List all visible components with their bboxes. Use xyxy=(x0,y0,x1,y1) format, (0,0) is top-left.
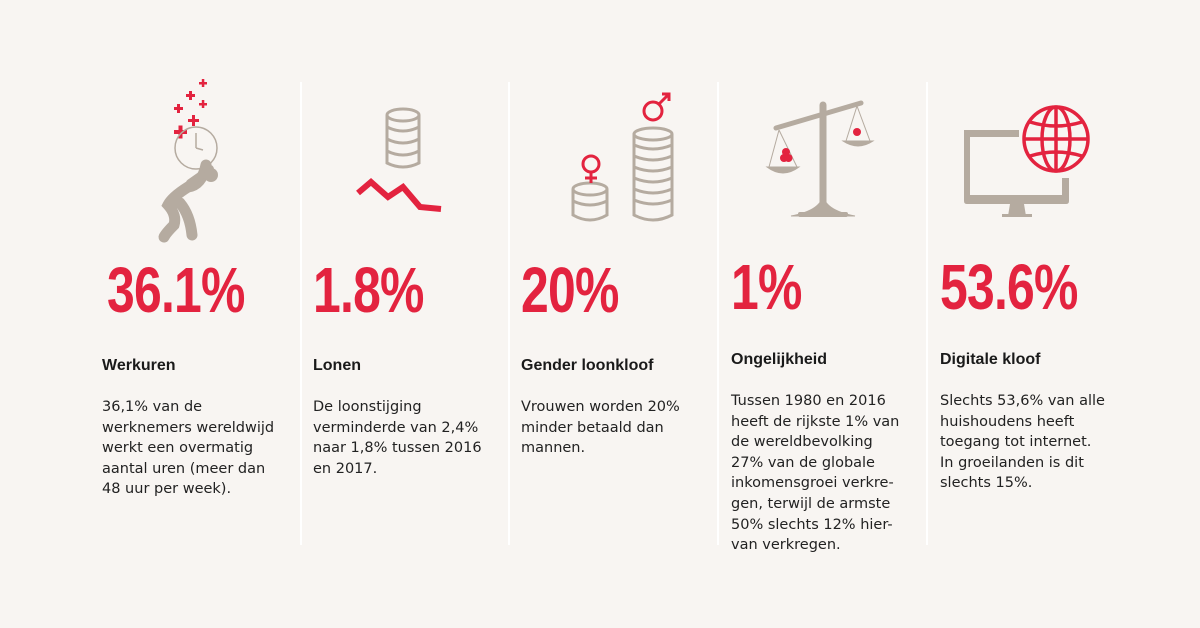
monitor-globe-icon xyxy=(964,105,1090,217)
stat-value: 1% xyxy=(731,251,802,323)
column-divider xyxy=(717,82,719,545)
text-line: Slechts 53,6% van alle xyxy=(940,393,1105,409)
stat-title: Werkuren xyxy=(102,357,176,374)
text-line: toegang tot internet. xyxy=(940,434,1092,451)
text-line: werknemers wereldwijd xyxy=(102,419,275,436)
column-divider xyxy=(508,82,510,545)
person-carrying-clock-icon xyxy=(158,79,218,243)
coins-declining-line-icon xyxy=(356,107,442,212)
stat-description: Vrouwen worden 20% minder betaald dan ma… xyxy=(521,397,680,459)
text-line: 27% van de globale xyxy=(731,454,875,471)
text-line: inkomensgroei verkre- xyxy=(731,475,894,492)
stat-value: 36.1% xyxy=(107,254,245,326)
text-line: verminderde van 2,4% xyxy=(313,419,479,436)
text-line: werkt een overmatig xyxy=(102,440,254,457)
text-line: De loonstijging xyxy=(313,399,422,415)
column-divider xyxy=(300,82,302,545)
text-line: Vrouwen worden 20% xyxy=(521,399,680,415)
stat-werkuren: 36.1% Werkuren 36,1% van de werknemers w… xyxy=(102,0,302,628)
gender-coin-stacks-icon xyxy=(571,92,674,222)
stat-title: Digitale kloof xyxy=(940,351,1041,368)
text-line: Tussen 1980 en 2016 xyxy=(731,393,886,409)
text-line: gen, terwijl de armste xyxy=(731,495,891,512)
stat-value: 20% xyxy=(521,254,619,326)
stat-digitale-kloof: 53.6% Digitale kloof Slechts 53,6% van a… xyxy=(940,0,1140,628)
text-line: van verkregen. xyxy=(731,537,841,554)
stat-lonen: 1.8% Lonen De loonstijging verminderde v… xyxy=(313,0,513,628)
text-line: 48 uur per week). xyxy=(102,481,232,498)
text-line: naar 1,8% tussen 2016 xyxy=(313,440,482,457)
stat-value: 1.8% xyxy=(313,254,424,326)
text-line: slechts 15%. xyxy=(940,475,1033,492)
stat-description: Slechts 53,6% van alle huishoudens heeft… xyxy=(940,391,1105,494)
stat-gender-loonkloof: 20% Gender loonkloof Vrouwen worden 20% … xyxy=(521,0,721,628)
text-line: minder betaald dan xyxy=(521,419,664,436)
stat-description: 36,1% van de werknemers wereldwijd werkt… xyxy=(102,397,274,500)
stat-title: Gender loonkloof xyxy=(521,357,654,374)
stat-description: De loonstijging verminderde van 2,4% naa… xyxy=(313,397,482,479)
balance-scale-icon xyxy=(765,100,875,217)
text-line: mannen. xyxy=(521,440,586,457)
stat-ongelijkheid: 1% Ongelijkheid Tussen 1980 en 2016 heef… xyxy=(731,0,931,628)
text-line: en 2017. xyxy=(313,460,378,477)
stat-title: Ongelijkheid xyxy=(731,351,828,368)
text-line: 36,1% van de xyxy=(102,399,203,415)
column-divider xyxy=(926,82,928,545)
text-line: huishoudens heeft xyxy=(940,413,1075,430)
stat-value: 53.6% xyxy=(940,251,1078,323)
text-line: In groeilanden is dit xyxy=(940,454,1084,471)
text-line: de wereldbevolking xyxy=(731,434,873,451)
stat-description: Tussen 1980 en 2016 heeft de rijkste 1% … xyxy=(731,391,899,556)
text-line: 50% slechts 12% hier- xyxy=(731,516,893,533)
stat-title: Lonen xyxy=(313,357,361,374)
text-line: aantal uren (meer dan xyxy=(102,460,266,477)
text-line: heeft de rijkste 1% van xyxy=(731,413,900,430)
